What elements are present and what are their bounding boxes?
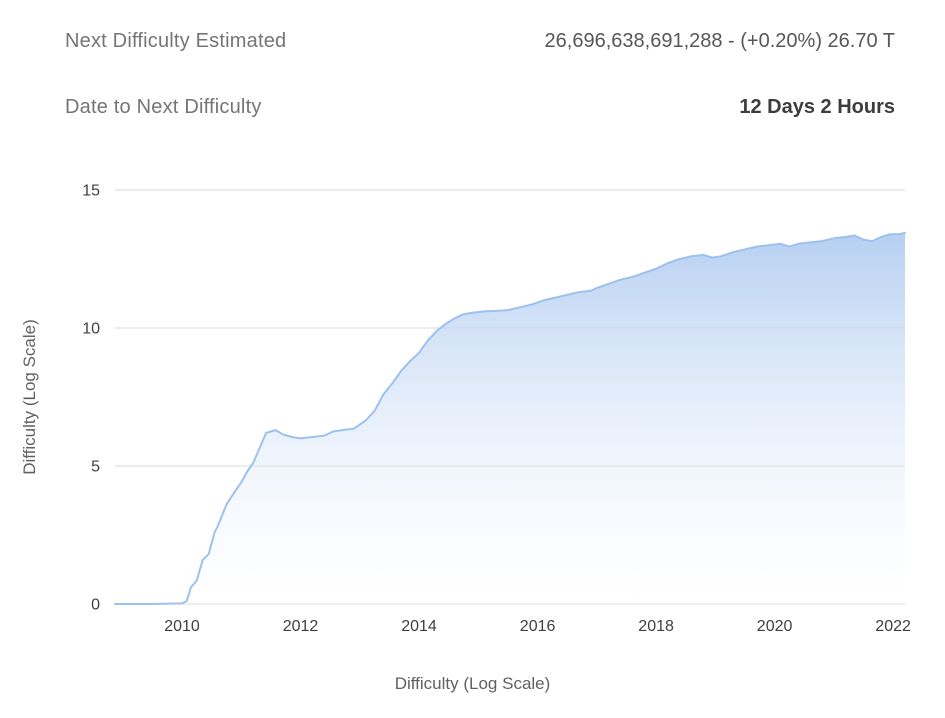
next-difficulty-label: Next Difficulty Estimated xyxy=(65,30,287,52)
date-to-next-difficulty-value: 12 Days 2 Hours xyxy=(739,96,895,118)
x-tick-label: 2016 xyxy=(520,618,556,635)
y-axis-title: Difficulty (Log Scale) xyxy=(20,319,39,475)
x-tick-label: 2020 xyxy=(757,618,793,635)
y-tick-label: 10 xyxy=(82,321,100,338)
difficulty-line xyxy=(114,231,906,605)
x-tick-label: 2010 xyxy=(164,618,200,635)
y-tick-label: 5 xyxy=(91,459,100,476)
x-tick-label: 2012 xyxy=(283,618,319,635)
date-to-next-difficulty-row: Date to Next Difficulty 12 Days 2 Hours xyxy=(65,96,895,119)
y-tick-label: 0 xyxy=(91,597,100,614)
next-difficulty-value: 26,696,638,691,288 - (+0.20%) 26.70 T xyxy=(544,30,895,52)
date-to-next-difficulty-label: Date to Next Difficulty xyxy=(65,96,262,118)
x-axis-title: Difficulty (Log Scale) xyxy=(394,674,551,693)
difficulty-chart-area: 0 5 10 15 2010 2012 2014 2016 2018 2020 2022 xyxy=(0,150,945,670)
stats-header: Next Difficulty Estimated 26,696,638,691… xyxy=(65,30,895,119)
x-tick-label: 2022 xyxy=(875,618,911,635)
x-tick-label: 2018 xyxy=(638,618,674,635)
y-tick-label: 15 xyxy=(82,183,100,200)
difficulty-log-scale-chart[interactable]: 0 5 10 15 2010 2012 2014 2016 2018 2020 2022 xyxy=(0,150,945,650)
difficulty-area-fill xyxy=(115,232,905,605)
x-tick-label: 2014 xyxy=(401,618,437,635)
next-difficulty-row: Next Difficulty Estimated 26,696,638,691… xyxy=(65,30,895,53)
